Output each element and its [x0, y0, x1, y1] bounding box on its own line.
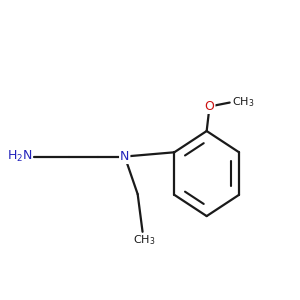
Text: CH$_3$: CH$_3$	[133, 233, 155, 247]
Text: O: O	[205, 100, 214, 113]
Text: N: N	[120, 150, 129, 163]
Text: CH$_3$: CH$_3$	[232, 96, 254, 110]
Text: H$_2$N: H$_2$N	[7, 149, 33, 164]
